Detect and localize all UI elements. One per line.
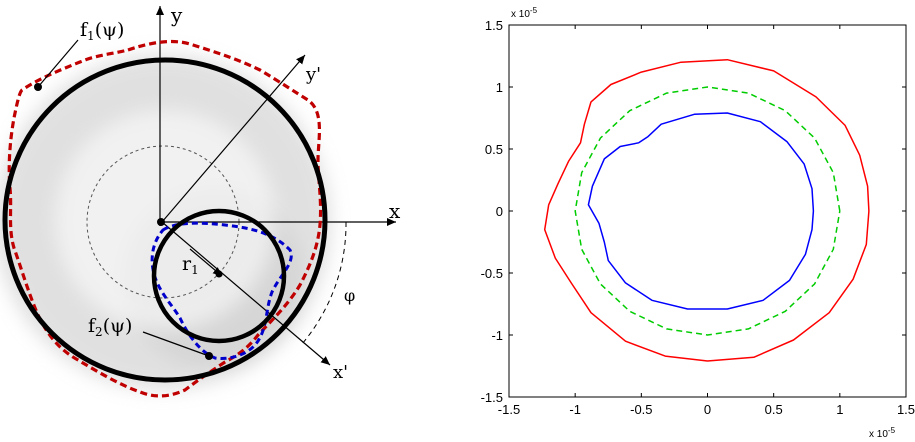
label-f2-main: f bbox=[88, 315, 97, 337]
f1-contour bbox=[7, 39, 323, 398]
y-multiplier-exp: -5 bbox=[530, 6, 538, 15]
label-phi: φ bbox=[344, 286, 355, 305]
label-r1-sub: 1 bbox=[191, 263, 199, 277]
x-multiplier: x 10-5 bbox=[869, 426, 896, 440]
x-multiplier-base: x 10 bbox=[869, 429, 888, 440]
label-y: y bbox=[170, 3, 183, 27]
f2-contour bbox=[150, 221, 293, 360]
y-tick-label: 1 bbox=[496, 80, 503, 95]
label-f2: f2(ψ) bbox=[88, 315, 132, 339]
label-f1-sub: 1 bbox=[87, 29, 95, 43]
y-prime-axis bbox=[161, 54, 306, 223]
x-tick-label: -0.5 bbox=[630, 402, 652, 417]
label-r1: r1 bbox=[182, 253, 199, 277]
label-f1: f1(ψ) bbox=[80, 19, 124, 43]
label-r1-main: r bbox=[182, 253, 192, 275]
x-tick-label: 0.5 bbox=[765, 402, 783, 417]
y-tick-label: -1.5 bbox=[481, 390, 503, 405]
label-y-prime: y' bbox=[305, 64, 321, 85]
y-tick-label: -1 bbox=[491, 328, 503, 343]
label-f2-sub: 2 bbox=[95, 325, 103, 339]
tick-layer: -1.5 -1 -0.5 0 0.5 1 1.5 -1.5 -1 -0.5 0 0.5 1 1.5 bbox=[481, 18, 915, 417]
y-tick-label: 0.5 bbox=[485, 142, 503, 157]
label-f1-arg: (ψ) bbox=[95, 19, 125, 41]
y-multiplier-base: x 10 bbox=[511, 9, 530, 20]
y-tick-label: 0 bbox=[496, 204, 503, 219]
contour-plot: -1.5 -1 -0.5 0 0.5 1 1.5 -1.5 -1 -0.5 0 0.5 1 1.5 x 1… bbox=[481, 6, 915, 440]
y-tick-label: 1.5 bbox=[485, 18, 503, 33]
y-multiplier: x 10-5 bbox=[511, 6, 538, 20]
series-layer bbox=[543, 58, 870, 362]
y-tick-label: -0.5 bbox=[481, 266, 503, 281]
f2-leader-line bbox=[142, 331, 210, 357]
series-line-1 bbox=[543, 58, 870, 362]
x-tick-label: 1 bbox=[836, 402, 843, 417]
x-tick-label: -1 bbox=[569, 402, 581, 417]
x-multiplier-exp: -5 bbox=[888, 426, 896, 435]
label-f1-main: f bbox=[80, 19, 89, 41]
phi-angle-arc bbox=[301, 221, 347, 345]
label-x: x bbox=[389, 199, 401, 223]
x-tick-label: -1.5 bbox=[498, 402, 520, 417]
x-tick-label: 1.5 bbox=[897, 402, 915, 417]
f1-leader-line bbox=[37, 39, 79, 88]
label-f2-arg: (ψ) bbox=[103, 315, 133, 337]
label-x-prime: x' bbox=[333, 362, 348, 383]
geometry-diagram: y x y' x' φ f1(ψ) f2(ψ) r1 bbox=[0, 3, 401, 398]
inner-center-point bbox=[215, 270, 223, 278]
inner-circle bbox=[151, 208, 287, 344]
x-prime-axis bbox=[161, 221, 331, 366]
plot-frame bbox=[508, 24, 907, 398]
series-line-3 bbox=[587, 112, 815, 310]
origin-point bbox=[157, 218, 165, 226]
x-tick-label: 0 bbox=[704, 402, 711, 417]
outer-circle bbox=[2, 57, 328, 383]
series-line-2 bbox=[574, 86, 841, 336]
